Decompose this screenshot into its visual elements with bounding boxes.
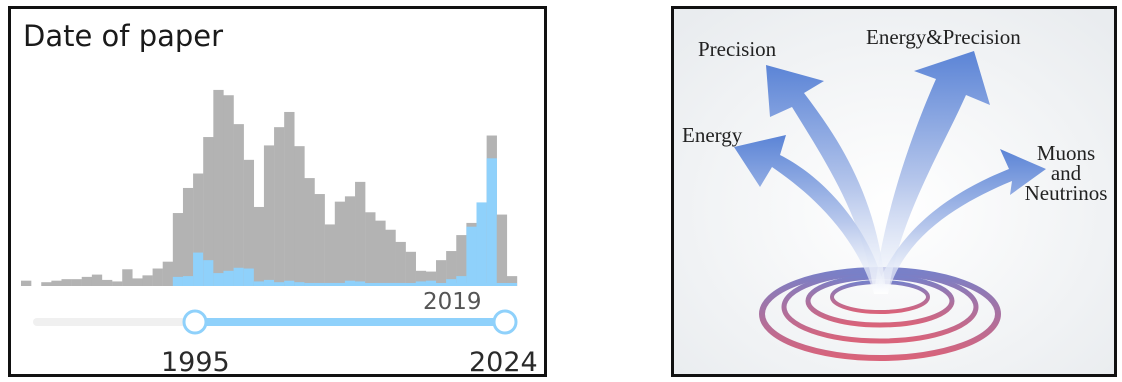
label-precision: Precision (698, 37, 777, 61)
research-directions-diagram: Precision Energy&Precision Energy Muons … (671, 6, 1117, 377)
label-muons-line1: Muons (1036, 141, 1096, 165)
bar-total (193, 173, 204, 286)
bar-selected (456, 276, 467, 286)
range-slider-max-handle[interactable] (492, 309, 518, 335)
bar-total (496, 214, 508, 286)
bar-selected (213, 273, 224, 286)
bar-total (263, 145, 275, 286)
bar-total (51, 280, 62, 286)
bar-total (355, 181, 366, 286)
bar-selected (304, 282, 315, 286)
bar-total (172, 213, 184, 286)
bar-total (203, 137, 214, 286)
fountain-arrows-illustration (674, 9, 1114, 374)
bar-total (506, 276, 518, 286)
label-muons-neutrinos: Muons and Neutrinos (1018, 141, 1114, 205)
bar-total (365, 212, 376, 286)
bar-selected (263, 279, 275, 286)
bar-total (91, 274, 103, 286)
bar-selected (274, 282, 285, 286)
range-max-label: 2024 (469, 347, 538, 378)
bar-selected (314, 282, 325, 286)
bar-selected (284, 280, 295, 286)
bar-total (21, 280, 32, 286)
bar-total (446, 251, 457, 286)
bar-total (375, 220, 386, 286)
label-energy: Energy (682, 123, 743, 147)
bar-selected (486, 158, 497, 286)
bar-total (304, 178, 315, 286)
bar-total (284, 111, 295, 287)
bar-selected (182, 276, 194, 286)
bar-total (314, 194, 325, 286)
bar-selected (243, 268, 255, 286)
bar-total (142, 275, 153, 286)
range-min-label: 1995 (161, 347, 230, 378)
bar-total (334, 201, 346, 286)
bar-selected (203, 260, 214, 286)
bar-total (81, 276, 93, 286)
bar-total (405, 251, 416, 286)
bar-selected (233, 267, 244, 286)
histogram-chart: ★ (21, 89, 518, 335)
bar-total (436, 260, 447, 286)
bar-total (233, 124, 244, 287)
bar-selected (253, 281, 265, 286)
bar-total (395, 241, 406, 286)
bar-total (152, 268, 163, 286)
label-muons-line3: Neutrinos (1024, 181, 1108, 205)
bar-total (41, 282, 52, 286)
arrows (734, 51, 1046, 294)
bar-total (182, 187, 194, 286)
histogram-title: Date of paper (23, 19, 224, 53)
bar-selected (446, 279, 457, 286)
bar-selected (476, 202, 487, 286)
bar-total (71, 279, 82, 286)
selected-baseline (324, 283, 517, 286)
range-slider-min-handle[interactable] (182, 309, 208, 335)
bar-selected (172, 276, 184, 286)
label-muons-line2: and (1050, 161, 1082, 185)
bar-selected (466, 226, 477, 286)
bar-selected (193, 252, 204, 286)
date-histogram-panel: Date of paper ★ 2019 1995 2024 (8, 6, 547, 378)
bar-total (132, 278, 143, 286)
bar-total (294, 146, 305, 286)
bar-total (415, 270, 427, 286)
label-energy-precision: Energy&Precision (866, 25, 1021, 49)
bar-total (61, 279, 72, 286)
bar-total (112, 281, 123, 286)
bar-total (122, 269, 133, 286)
bar-total (344, 196, 356, 286)
bar-total (253, 206, 265, 286)
bar-total (274, 127, 285, 286)
bar-total (101, 279, 113, 286)
bar-total (213, 89, 224, 286)
bar-total (425, 271, 437, 286)
bar-selected (294, 282, 305, 286)
bar-total (223, 95, 234, 287)
range-slider-fill (195, 318, 505, 326)
marker-year-label: 2019 (423, 289, 482, 315)
bar-total (243, 159, 255, 286)
bar-total (162, 261, 174, 286)
bar-total (324, 224, 335, 286)
bar-selected (223, 270, 234, 286)
bar-total (385, 229, 396, 286)
bar-total (456, 235, 467, 286)
